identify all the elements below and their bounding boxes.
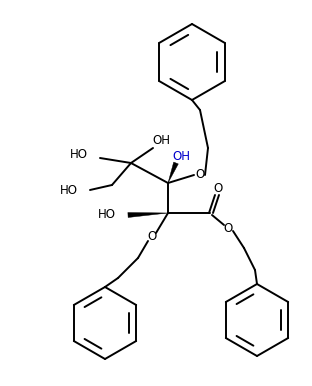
Text: HO: HO [70,149,88,161]
Polygon shape [168,162,178,183]
Text: OH: OH [152,134,170,147]
Text: O: O [223,222,233,235]
Text: HO: HO [98,208,116,222]
Text: O: O [147,230,157,244]
Text: OH: OH [172,151,190,164]
Polygon shape [128,213,168,217]
Text: O: O [195,169,205,181]
Text: O: O [213,181,223,195]
Text: HO: HO [60,183,78,196]
